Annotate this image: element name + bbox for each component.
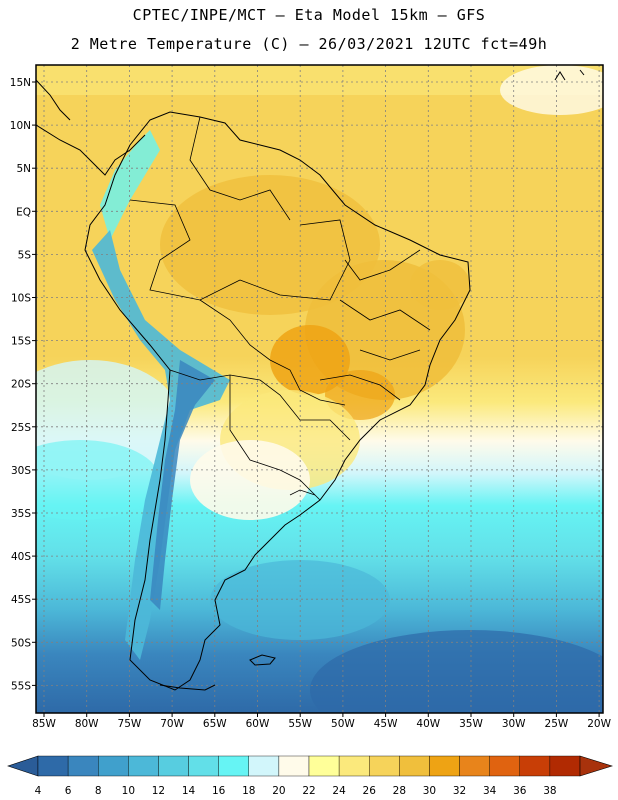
colorbar xyxy=(7,755,614,777)
colorbar-swatch xyxy=(308,755,340,777)
lon-label: 75W xyxy=(118,718,142,730)
colorbar-swatch xyxy=(188,755,219,777)
lat-label: 25S xyxy=(11,422,31,434)
colorbar-swatch xyxy=(338,755,370,777)
lon-label: 40W xyxy=(416,718,440,730)
latitude-labels: 15N 10N 5N EQ 5S 10S 15S 20S 25S 30S 35S 40S 45S 50S 5… xyxy=(10,77,36,692)
colorbar-swatch xyxy=(98,755,129,777)
colorbar-tick: 24 xyxy=(332,785,346,797)
lon-label: 20W xyxy=(587,718,611,730)
colorbar-tick: 8 xyxy=(95,785,102,797)
lat-label: 10S xyxy=(11,293,31,305)
colorbar-swatch xyxy=(369,755,400,777)
colorbar-swatch xyxy=(549,755,581,777)
colorbar-high-arrow xyxy=(579,755,614,777)
colorbar-low-arrow xyxy=(7,755,39,777)
colorbar-tick: 10 xyxy=(122,785,135,797)
lat-label: EQ xyxy=(16,206,31,218)
lat-label: 45S xyxy=(11,594,31,606)
colorbar-tick: 12 xyxy=(152,785,165,797)
colorbar-tick: 4 xyxy=(35,785,42,797)
colorbar-tick: 26 xyxy=(363,785,377,797)
lon-label: 70W xyxy=(160,718,184,730)
colorbar-tick: 32 xyxy=(453,785,466,797)
longitude-labels: 85W 80W 75W 70W 65W 60W 55W 50W 45W 40W 35W 30W 25W 2… xyxy=(32,713,612,730)
lat-label: 10N xyxy=(10,120,31,132)
colorbar-tick: 34 xyxy=(483,785,497,797)
lat-label: 5N xyxy=(16,163,31,175)
colorbar-tick: 22 xyxy=(302,785,315,797)
graticule xyxy=(36,65,603,713)
temperature-field xyxy=(36,65,603,713)
lon-label: 50W xyxy=(331,718,355,730)
colorbar-tick: 14 xyxy=(182,785,196,797)
colorbar-tick: 20 xyxy=(272,785,285,797)
lat-label: 40S xyxy=(11,551,31,563)
lat-label: 30S xyxy=(11,465,31,477)
lat-label: 15N xyxy=(10,77,31,89)
lat-label: 55S xyxy=(11,680,31,692)
lat-label: 15S xyxy=(11,336,31,348)
lat-label: 5S xyxy=(18,249,32,261)
lon-label: 80W xyxy=(75,718,99,730)
colorbar-swatch xyxy=(158,755,189,777)
map-title: CPTEC/INPE/MCT – Eta Model 15km – GFS xyxy=(132,6,486,24)
colorbar-swatch xyxy=(248,755,280,777)
colorbar-swatch xyxy=(459,755,490,777)
map-subtitle: 2 Metre Temperature (C) – 26/03/2021 12U… xyxy=(70,35,548,53)
lon-label: 55W xyxy=(288,718,312,730)
colorbar-tick: 18 xyxy=(242,785,255,797)
colorbar-tick: 30 xyxy=(423,785,436,797)
lon-label: 85W xyxy=(32,718,56,730)
lat-label: 50S xyxy=(11,637,31,649)
colorbar-tick: 28 xyxy=(393,785,406,797)
colorbar-swatch xyxy=(37,755,69,777)
colorbar-tick-labels: 4 6 8 10 12 14 16 18 20 22 24 26 28 30 32 34 36 38 xyxy=(35,785,557,797)
map-frame xyxy=(35,64,604,714)
colorbar-swatch xyxy=(519,755,551,777)
country-borders xyxy=(129,116,431,501)
lat-label: 35S xyxy=(11,508,31,520)
colorbar-tick: 16 xyxy=(212,785,226,797)
colorbar-tick: 38 xyxy=(543,785,556,797)
colorbar-swatch xyxy=(489,755,520,777)
colorbar-swatch xyxy=(67,755,99,777)
colorbar-swatch xyxy=(429,755,460,777)
lon-label: 60W xyxy=(246,718,270,730)
lon-label: 25W xyxy=(545,718,569,730)
lon-label: 45W xyxy=(374,718,398,730)
colorbar-swatch xyxy=(278,755,310,777)
colorbar-swatch xyxy=(218,755,249,777)
colorbar-swatch xyxy=(399,755,430,777)
lat-label: 20S xyxy=(11,379,31,391)
lon-label: 35W xyxy=(459,718,483,730)
colorbar-tick: 36 xyxy=(513,785,527,797)
colorbar-swatch xyxy=(128,755,159,777)
lon-label: 30W xyxy=(502,718,526,730)
lon-label: 65W xyxy=(203,718,227,730)
colorbar-tick: 6 xyxy=(65,785,72,797)
